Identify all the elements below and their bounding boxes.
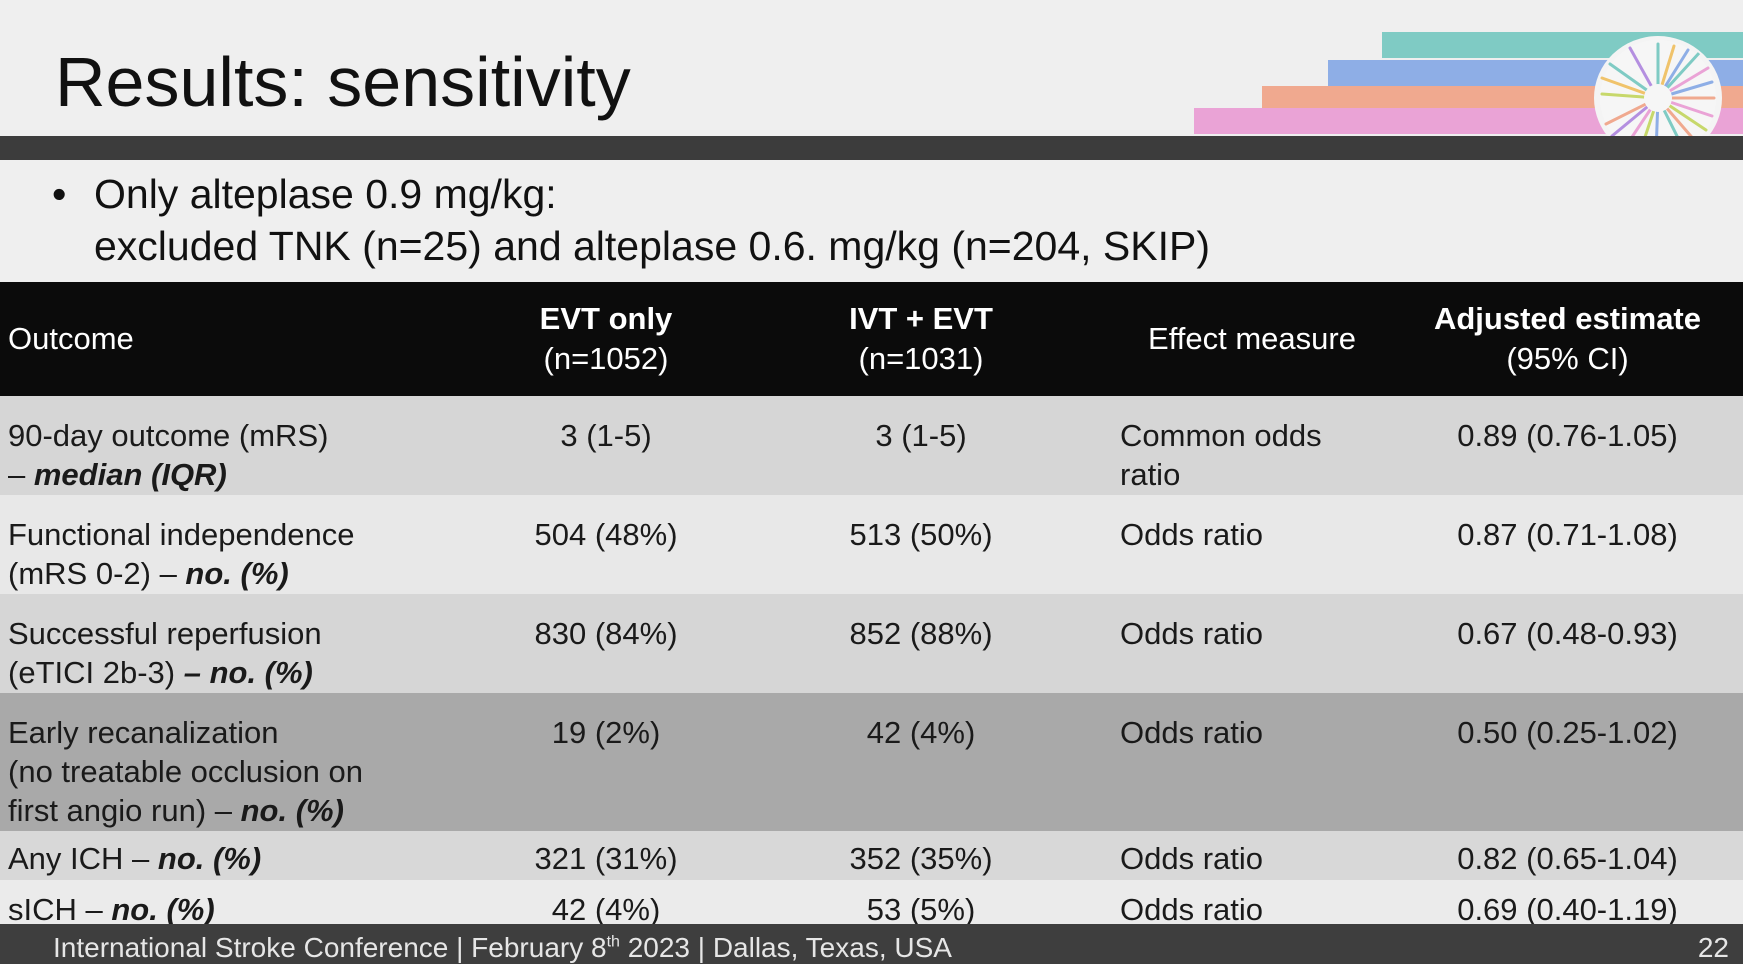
header-adjusted-estimate: Adjusted estimate (95% CI) [1392,282,1743,396]
outcome-line: Functional independence [8,517,355,552]
ivt-evt-cell: 513 (50%) [730,495,1112,594]
effect-measure-cell: Odds ratio [1112,594,1392,693]
conference-info-pre: International Stroke Conference | Februa… [53,932,607,963]
ivt-evt-cell: 852 (88%) [730,594,1112,693]
adjusted-estimate-cell: 0.67 (0.48-0.93) [1392,594,1743,693]
conference-info: International Stroke Conference | Februa… [53,932,952,964]
outcome-plain-text: first angio run) – [8,793,241,828]
outcome-line: Successful reperfusion [8,616,322,651]
outcome-cell: Functional independence (mRS 0-2) – no. … [0,495,482,594]
bullet-dot: • [52,171,67,217]
outcome-emphasis-text: no. (%) [157,841,262,876]
header-evt-only: EVT only (n=1052) [482,282,730,396]
header-evt-n: (n=1052) [543,341,669,376]
slide-footer: International Stroke Conference | Februa… [0,924,1743,964]
outcome-plain-text: Any ICH – [8,841,158,876]
outcome-emphasis-text: no. (%) [240,793,344,828]
outcome-emphasis-text: median (IQR) [33,457,227,492]
evt-only-cell: 321 (31%) [482,831,730,880]
outcome-cell: Early recanalization (no treatable occlu… [0,693,482,831]
ivt-evt-cell: 352 (35%) [730,831,1112,880]
evt-only-cell: 830 (84%) [482,594,730,693]
outcome-cell: Any ICH – no. (%) [0,831,482,880]
table-row: Successful reperfusion (eTICI 2b-3) – no… [0,594,1743,693]
header-ivt-evt: IVT + EVT (n=1031) [730,282,1112,396]
outcome-cell: Successful reperfusion (eTICI 2b-3) – no… [0,594,482,693]
outcome-emphasis-text: – no. (%) [183,655,313,690]
evt-only-cell: 504 (48%) [482,495,730,594]
header-adj-ci: (95% CI) [1506,341,1629,376]
outcome-line: 90-day outcome (mRS) [8,418,329,453]
effect-measure-cell: Odds ratio [1112,495,1392,594]
header-ivt-title: IVT + EVT [849,301,993,336]
header-evt-title: EVT only [539,301,673,336]
title-divider-bar [0,136,1743,160]
header-adj-title: Adjusted estimate [1433,301,1701,336]
table-row: Early recanalization (no treatable occlu… [0,693,1743,831]
adjusted-estimate-cell: 0.82 (0.65-1.04) [1392,831,1743,880]
table-row: Any ICH – no. (%) 321 (31%) 352 (35%) Od… [0,831,1743,880]
outcome-cell: 90-day outcome (mRS) – median (IQR) [0,396,482,495]
adjusted-estimate-cell: 0.87 (0.71-1.08) [1392,495,1743,594]
bullet-line-2: excluded TNK (n=25) and alteplase 0.6. m… [94,223,1211,269]
header-ivt-n: (n=1031) [858,341,984,376]
header-outcome: Outcome [0,282,482,396]
evt-only-cell: 19 (2%) [482,693,730,831]
adjusted-estimate-cell: 0.89 (0.76-1.05) [1392,396,1743,495]
results-table: Outcome EVT only (n=1052) IVT + EVT (n=1… [0,282,1743,943]
evt-only-cell: 3 (1-5) [482,396,730,495]
ivt-evt-cell: 3 (1-5) [730,396,1112,495]
outcome-emphasis-text: no. (%) [185,556,289,591]
effect-line: Common odds [1120,418,1322,453]
outcome-plain-text: (mRS 0-2) – [8,556,186,591]
outcome-plain-text: (eTICI 2b-3) [8,655,184,690]
bullet-line-1: Only alteplase 0.9 mg/kg: [94,171,557,217]
ivt-evt-cell: 42 (4%) [730,693,1112,831]
table-row: 90-day outcome (mRS) – median (IQR) 3 (1… [0,396,1743,495]
effect-measure-cell: Common odds ratio [1112,396,1392,495]
header-effect-measure: Effect measure [1112,282,1392,396]
effect-measure-cell: Odds ratio [1112,693,1392,831]
outcome-plain-text: sICH – [8,892,112,927]
outcome-emphasis-text: no. (%) [111,892,215,927]
effect-measure-cell: Odds ratio [1112,831,1392,880]
table-row: Functional independence (mRS 0-2) – no. … [0,495,1743,594]
bullet-point: • Only alteplase 0.9 mg/kg: excluded TNK … [52,168,1210,272]
slide-title: Results: sensitivity [55,43,631,121]
outcome-line: Early recanalization [8,715,279,750]
date-ordinal-suffix: th [606,933,620,951]
outcome-line: (no treatable occlusion on [8,754,364,789]
table-header-row: Outcome EVT only (n=1052) IVT + EVT (n=1… [0,282,1743,396]
outcome-plain-text: – [8,457,34,492]
effect-line: ratio [1120,457,1181,492]
radial-burst-icon [1600,40,1716,156]
conference-info-post: 2023 | Dallas, Texas, USA [619,932,952,963]
adjusted-estimate-cell: 0.50 (0.25-1.02) [1392,693,1743,831]
page-number: 22 [1697,932,1729,963]
